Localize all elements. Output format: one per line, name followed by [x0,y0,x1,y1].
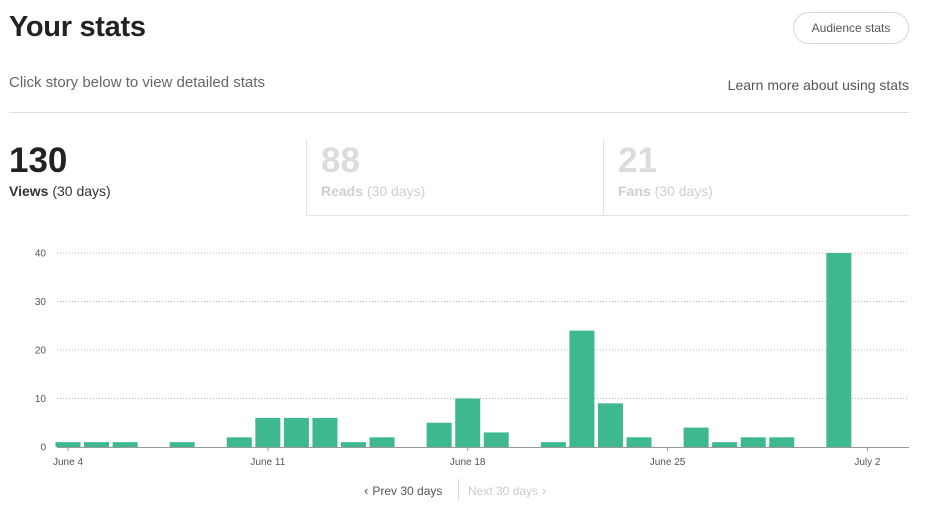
bar [540,442,566,447]
fans-label: Fans (30 days) [618,183,713,199]
tab-fans[interactable]: 21 Fans (30 days) [603,139,909,216]
views-label: Views (30 days) [9,183,111,199]
tab-reads[interactable]: 88 Reads (30 days) [306,139,603,216]
chevron-left-icon: ‹ [364,483,369,498]
bar [712,442,738,447]
bar [826,253,852,447]
prev-30-days-button[interactable]: ‹ Prev 30 days [364,483,443,498]
learn-more-link[interactable]: Learn more about using stats [727,77,909,93]
bar [483,432,509,447]
y-tick-label: 20 [35,346,47,357]
bar [597,403,623,447]
reads-label: Reads (30 days) [321,183,426,199]
x-tick-label: June 25 [650,457,686,468]
y-tick-label: 30 [35,297,47,308]
bar [55,442,81,447]
bar [683,427,709,447]
bar [283,417,309,447]
views-count: 130 [9,141,68,180]
bar [569,330,595,447]
x-tick-label: June 4 [53,457,83,468]
bar [84,442,110,447]
bar [312,417,338,447]
chevron-right-icon: › [542,483,547,498]
x-tick-label: June 18 [450,457,486,468]
bar [769,437,795,447]
bar [169,442,195,447]
pager-divider [458,479,459,501]
y-tick-label: 40 [35,249,47,260]
y-tick-label: 10 [35,394,47,405]
bar [455,398,481,447]
x-tick-label: July 2 [854,457,881,468]
next-30-days-button: Next 30 days › [468,483,547,498]
bar [369,437,395,447]
bar [255,417,281,447]
views-bar-chart: 0 10 20 30 40 June 4 June 11 June 18 June 25 July… [35,249,909,468]
y-tick-label: 0 [40,443,46,454]
page-subtitle: Click story below to view detailed stats [9,74,265,91]
page-title: Your stats [9,11,146,43]
bar [626,437,652,447]
bar [112,442,138,447]
tab-views[interactable]: 130 Views (30 days) [9,139,306,216]
fans-count: 21 [618,141,657,180]
chart-pager: ‹ Prev 30 days Next 30 days › [0,479,939,501]
bar [226,437,252,447]
bar [740,437,766,447]
audience-stats-button[interactable]: Audience stats [793,12,909,44]
bar [426,422,452,447]
bar [341,442,366,447]
x-tick-label: June 11 [250,457,285,468]
header-divider [9,112,909,113]
reads-count: 88 [321,141,360,180]
